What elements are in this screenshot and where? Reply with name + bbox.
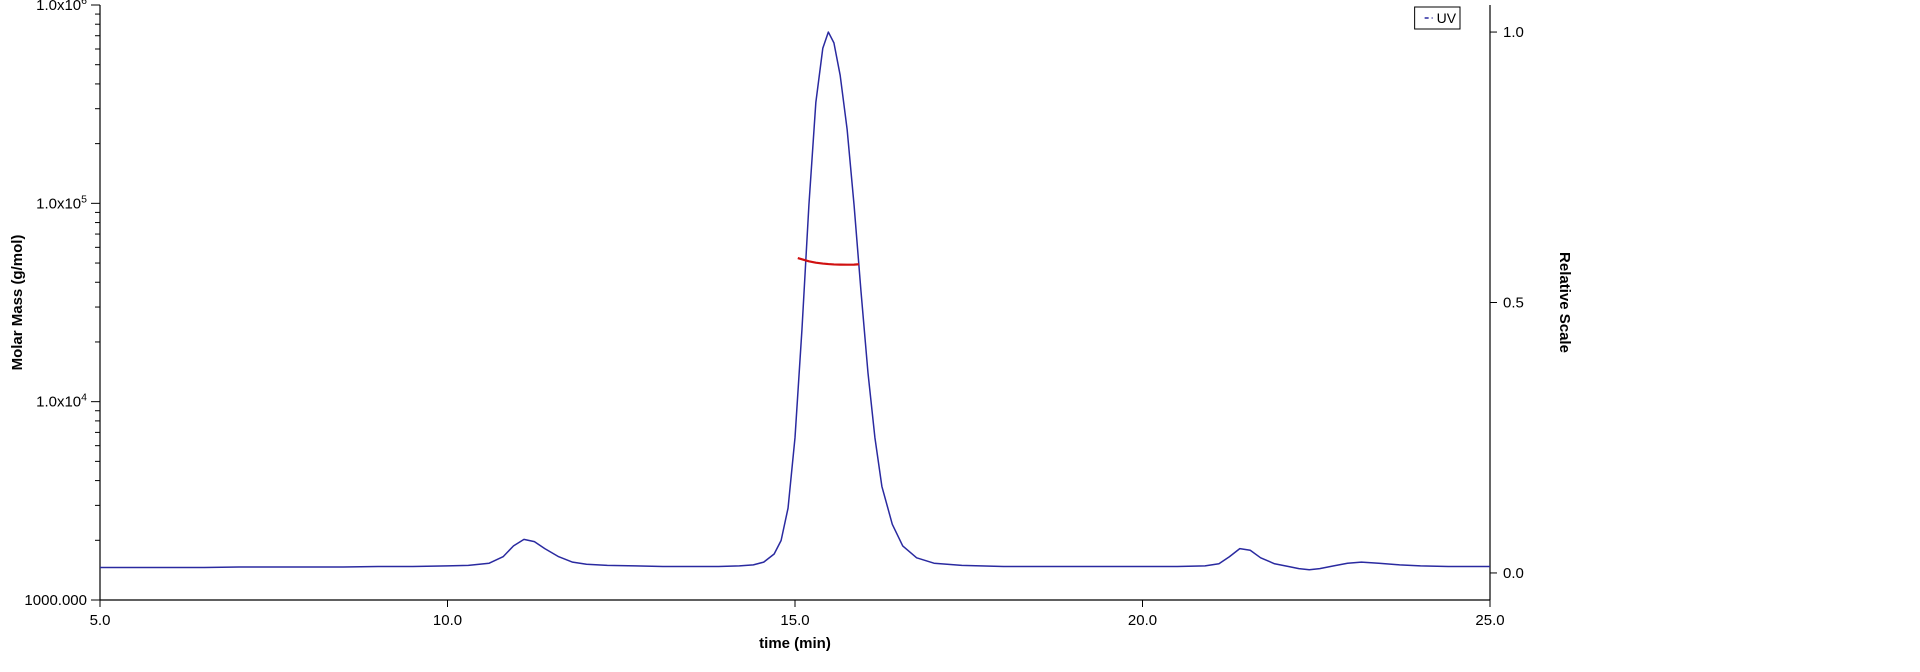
molar-mass-trace: [798, 258, 859, 265]
svg-text:1.0: 1.0: [1503, 24, 1524, 41]
svg-text:25.0: 25.0: [1475, 612, 1504, 629]
uv-trace: [100, 32, 1490, 570]
svg-text:0.0: 0.0: [1503, 565, 1524, 582]
svg-text:Molar Mass (g/mol): Molar Mass (g/mol): [9, 235, 26, 371]
svg-text:1.0x104: 1.0x104: [36, 392, 87, 411]
svg-text:5.0: 5.0: [90, 612, 111, 629]
svg-text:10.0: 10.0: [433, 612, 462, 629]
svg-text:20.0: 20.0: [1128, 612, 1157, 629]
svg-text:1.0x106: 1.0x106: [36, 0, 87, 14]
svg-text:0.5: 0.5: [1503, 295, 1524, 312]
svg-text:Relative Scale: Relative Scale: [1556, 252, 1573, 353]
svg-text:1000.000: 1000.000: [24, 592, 87, 609]
svg-text:1.0x105: 1.0x105: [36, 193, 87, 212]
chromatogram-chart: 5.0 10.0 15.0 20.0 25.0 time (min) 1000.000 1.0…: [0, 0, 1920, 672]
svg-text:time (min): time (min): [759, 635, 831, 652]
svg-text:15.0: 15.0: [780, 612, 809, 629]
legend-label-uv: UV: [1437, 10, 1457, 26]
chart-svg: 5.0 10.0 15.0 20.0 25.0 time (min) 1000.000 1.0…: [0, 0, 1920, 672]
